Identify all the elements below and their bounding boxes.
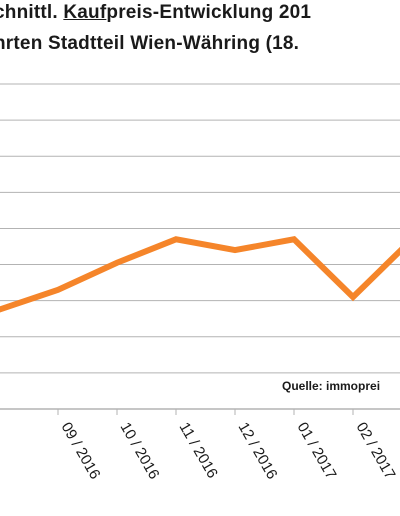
x-tick-label: 09 / 2016 [58,420,104,483]
x-tick-label: 10 / 2016 [117,420,163,483]
chart-title-line-2: hrten Stadtteil Wien-Währing (18. [0,33,300,54]
title-underlined-word: Kauf [63,2,107,23]
title-suffix: preis-Entwicklung 201 [106,2,312,23]
x-tick-label: 12 / 2016 [235,420,281,483]
source-note: Quelle: immoprei [282,379,381,393]
x-tick-label: 01 / 2017 [294,420,340,483]
title-prefix: chnittl. [0,2,64,23]
chart-title-line-1: chnittl. Kaufpreis-Entwicklung 201 [0,2,311,24]
series-line [0,236,400,313]
x-tick-label: 11 / 2016 [176,420,221,482]
x-tick-label: 02 / 2017 [353,420,399,483]
